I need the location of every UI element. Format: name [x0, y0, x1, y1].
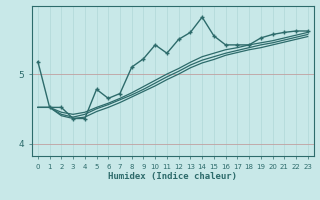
- X-axis label: Humidex (Indice chaleur): Humidex (Indice chaleur): [108, 172, 237, 181]
